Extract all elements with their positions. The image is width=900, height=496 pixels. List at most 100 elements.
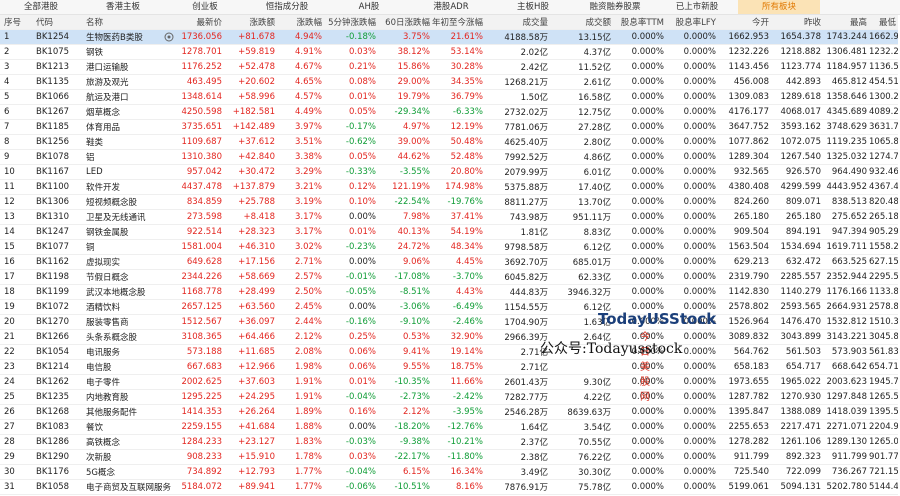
table-row[interactable]: 11 BK1100 软件开发 4437.478 +137.879 3.21% 0.12% 12… [0, 179, 898, 195]
table-cell: 454.514 [869, 74, 898, 90]
table-cell: 909.504 [718, 224, 771, 240]
column-header[interactable]: 最低 [869, 15, 898, 30]
table-cell: -0.04% [324, 389, 378, 405]
table-cell: 0.000% [613, 104, 666, 120]
table-cell: 0.000% [613, 209, 666, 225]
table-row[interactable]: 26 BK1268 其他服务配件 1414.353 +26.264 1.89% 0.16% 2… [0, 404, 898, 420]
table-cell: 0.000% [666, 449, 718, 465]
table-row[interactable]: 28 BK1286 高铁概念 1284.233 +23.127 1.83% -0.03% -9… [0, 434, 898, 450]
table-cell: 5 [0, 89, 32, 105]
table-cell: 2.71% [277, 254, 324, 270]
tab[interactable]: 恒指成分股 [265, 2, 309, 12]
tab[interactable]: 已上市新股 [675, 2, 719, 12]
table-row[interactable]: 4 BK1135 旅游及观光 463.495 +20.602 4.65% 0.08% 29.0… [0, 74, 898, 90]
tab[interactable]: 香港主板 [105, 2, 140, 12]
table-row[interactable]: 2 BK1075 钢铁 1278.701 +59.819 4.91% 0.03% 38.12%… [0, 44, 898, 60]
table-row[interactable]: 10 BK1167 LED 957.042 +30.472 3.29% -0.33% -3.5… [0, 164, 898, 180]
table-cell: 鞋类 [82, 134, 178, 150]
column-header[interactable]: 最新价 [178, 15, 224, 30]
tab[interactable]: AH股 [358, 2, 380, 12]
tab[interactable]: 融资融券股票 [589, 2, 641, 12]
column-header[interactable]: 序号 [0, 15, 32, 30]
table-row[interactable]: 3 BK1213 港口运输股 1176.252 +52.478 4.67% 0.21% 15.… [0, 59, 898, 75]
table-cell: 1662.953 [869, 29, 898, 45]
table-cell: 10 [0, 164, 32, 180]
column-header[interactable]: 60日涨跌幅 [378, 15, 432, 30]
table-cell: -18.20% [378, 419, 432, 435]
table-cell: 1.89% [277, 404, 324, 420]
table-cell: 1348.614 [178, 89, 224, 105]
column-header[interactable]: 涨跌幅 [277, 15, 324, 30]
table-cell: BK1083 [32, 419, 82, 435]
column-header[interactable]: 代码 [32, 15, 82, 30]
table-cell: 1743.244 [823, 29, 869, 45]
tab[interactable]: 主板H股 [517, 2, 549, 12]
column-header[interactable]: 涨跌额 [224, 15, 277, 30]
table-row[interactable]: 15 BK1077 铜 1581.004 +46.310 3.02% -0.23% 24.72… [0, 239, 898, 255]
table-row[interactable]: 14 BK1247 钢铁金属股 922.514 +28.323 3.17% 0.01% 40.… [0, 224, 898, 240]
table-row[interactable]: 23 BK1214 电信股 667.683 +12.966 1.98% 0.06% 9.55%… [0, 359, 898, 375]
column-header[interactable]: 今开 [718, 15, 771, 30]
table-cell: 265.180 [771, 209, 823, 225]
table-row[interactable]: 1 BK1254 生物医药B类股 1736.056 +81.678 4.94% -0.18%… [0, 29, 898, 45]
table-row[interactable]: 5 BK1066 航运及港口 1348.614 +58.996 4.57% 0.01% 19.… [0, 89, 898, 105]
tab[interactable]: 港股ADR [433, 2, 469, 12]
table-cell: 7781.06万 [485, 119, 550, 135]
table-cell: 17 [0, 269, 32, 285]
table-row[interactable]: 31 BK1058 电子商贸及互联网服务 5184.072 +89.941 1.77% -0… [0, 479, 898, 495]
table-cell: +20.602 [224, 74, 277, 90]
table-cell: BK1268 [32, 404, 82, 420]
table-cell: 0.000% [613, 374, 666, 390]
column-header[interactable]: 年初至今涨幅 [432, 15, 485, 30]
column-header[interactable]: 股息率TTM [613, 15, 666, 30]
column-header[interactable]: 昨收 [771, 15, 823, 30]
table-cell: 1278.701 [178, 44, 224, 60]
watch-icon[interactable] [164, 32, 174, 42]
table-row[interactable]: 8 BK1256 鞋类 1109.687 +37.612 3.51% -0.62% 39.00… [0, 134, 898, 150]
column-header[interactable]: 最高 [823, 15, 869, 30]
table-cell: 0.000% [666, 239, 718, 255]
table-cell: BK1176 [32, 464, 82, 480]
table-row[interactable]: 29 BK1290 次新股 908.233 +15.910 1.78% 0.03% -22.1… [0, 449, 898, 465]
table-row[interactable]: 6 BK1267 烟草概念 4250.598 +182.581 4.49% 0.05% -29… [0, 104, 898, 120]
table-row[interactable]: 27 BK1083 餐饮 2259.155 +41.684 1.88% 0.00% -18.2… [0, 419, 898, 435]
table-cell: 0.000% [666, 89, 718, 105]
table-row[interactable]: 13 BK1310 卫星及无线通讯 273.598 +8.418 3.17% 0.00% 7.… [0, 209, 898, 225]
table-row[interactable]: 21 BK1266 头条系概念股 3108.365 +64.466 2.12% 0.25% 0… [0, 329, 898, 345]
table-cell: 1218.882 [771, 44, 823, 60]
table-row[interactable]: 30 BK1176 5G概念 734.892 +12.793 1.77% -0.04% 6.1… [0, 464, 898, 480]
table-row[interactable]: 25 BK1235 内地教育股 1295.225 +24.295 1.91% -0.04% -… [0, 389, 898, 405]
table-cell: 2.71亿 [485, 359, 550, 375]
table-cell: 1510.396 [869, 314, 898, 330]
table-row[interactable]: 7 BK1185 体育用品 3735.651 +142.489 3.97% -0.17% 4.… [0, 119, 898, 135]
table-cell: -6.49% [432, 299, 485, 315]
table-row[interactable]: 16 BK1162 虚拟现实 649.628 +17.156 2.71% 0.00% 9.06… [0, 254, 898, 270]
table-cell: +59.819 [224, 44, 277, 60]
table-cell: 3.51% [277, 134, 324, 150]
table-cell: 0.000% [613, 434, 666, 450]
table-row[interactable]: 22 BK1054 电讯服务 573.188 +11.685 2.08% 0.06% 9.41… [0, 344, 898, 360]
column-header[interactable]: 名称 [82, 15, 178, 30]
table-row[interactable]: 12 BK1306 短视频概念股 834.859 +25.788 3.19% 0.10% -2… [0, 194, 898, 210]
table-row[interactable]: 17 BK1198 节假日概念 2344.226 +58.669 2.57% -0.01% -… [0, 269, 898, 285]
table-cell: 1176.166 [823, 284, 869, 300]
table-cell: 561.503 [771, 344, 823, 360]
tab[interactable]: 全部港股 [23, 2, 58, 12]
table-cell: 685.01万 [550, 254, 613, 270]
table-cell: -0.17% [324, 119, 378, 135]
table-row[interactable]: 20 BK1270 服装零售商 1512.567 +36.097 2.44% -0.16% -… [0, 314, 898, 330]
tab[interactable]: 所有板块 [738, 0, 820, 14]
table-row[interactable]: 18 BK1199 武汉本地概念股 1168.778 +28.499 2.50% -0.05… [0, 284, 898, 300]
table-row[interactable]: 9 BK1078 铝 1310.380 +42.840 3.38% 0.05% 44.62% 5… [0, 149, 898, 165]
column-header[interactable]: 成交量 [485, 15, 550, 30]
table-cell: 1.91% [277, 374, 324, 390]
column-header[interactable]: 股息率LFY [666, 15, 718, 30]
table-cell: BK1310 [32, 209, 82, 225]
tab[interactable]: 创业板 [192, 2, 218, 12]
column-header[interactable]: 成交额 [550, 15, 613, 30]
column-header[interactable]: 5分钟涨跌幅 [324, 15, 378, 30]
table-cell: 0.000% [666, 29, 718, 45]
table-row[interactable]: 19 BK1072 酒精饮料 2657.125 +63.560 2.45% 0.00% -3.… [0, 299, 898, 315]
table-row[interactable]: 24 BK1262 电子零件 2002.625 +37.603 1.91% 0.01% -10… [0, 374, 898, 390]
table-cell: 722.099 [771, 464, 823, 480]
